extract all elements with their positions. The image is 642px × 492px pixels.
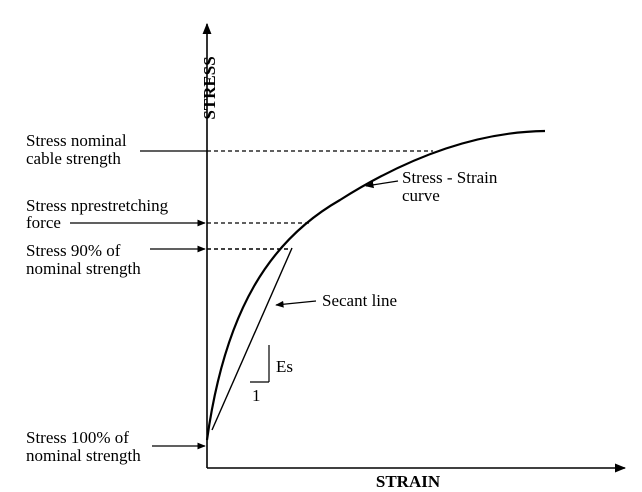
stress-90-label-line2: nominal strength xyxy=(26,259,141,278)
curve-annotation-line2: curve xyxy=(402,186,440,205)
slope-run-label: 1 xyxy=(252,386,261,405)
nominal-cable-label-line1: Stress nominal xyxy=(26,131,127,150)
curve-annotation-line1: Stress - Strain xyxy=(402,168,498,187)
secant-line xyxy=(211,247,293,431)
nominal-cable-label-line2: cable strength xyxy=(26,149,121,168)
stress-strain-curve xyxy=(205,129,546,441)
prestretching-label-line1: Stress nprestretching xyxy=(26,196,169,215)
secant-annotation-arrow xyxy=(275,300,317,308)
x-axis-title: STRAIN xyxy=(376,472,441,491)
modulus-label: Es xyxy=(276,357,293,376)
stress-100-label-line1: Stress 100% of xyxy=(26,428,129,447)
stress-100-label-line2: nominal strength xyxy=(26,446,141,465)
secant-annotation: Secant line xyxy=(322,291,397,310)
y-axis-title: STRESS xyxy=(200,56,219,119)
curve-annotation-arrow xyxy=(365,180,399,189)
prestretching-label-line2: force xyxy=(26,213,61,232)
stress-90-label-line1: Stress 90% of xyxy=(26,241,121,260)
